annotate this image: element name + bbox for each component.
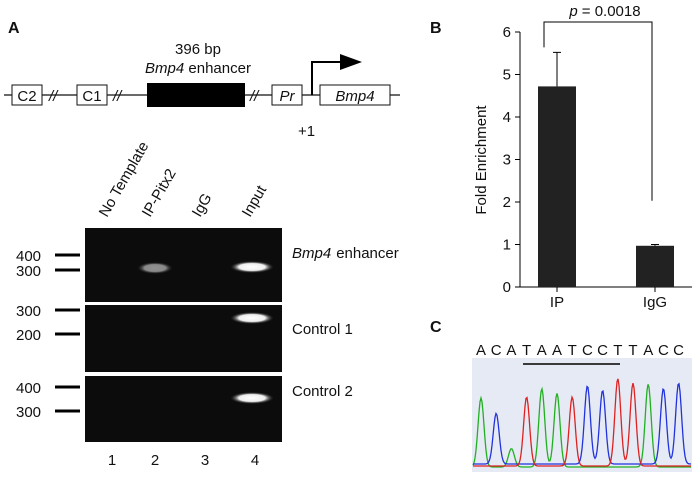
trace xyxy=(473,378,691,467)
bar xyxy=(538,86,576,288)
element-label: C1 xyxy=(82,88,101,105)
break-mark: // xyxy=(48,88,59,105)
gel-name-word: Control 1 xyxy=(292,321,353,338)
break-mark: // xyxy=(112,88,123,105)
base-letter: C xyxy=(491,342,502,359)
gene-name: Bmp4 xyxy=(292,245,331,262)
lane-number: 2 xyxy=(151,452,159,469)
base-letter: C xyxy=(582,342,593,359)
x-tick-label: IP xyxy=(550,294,564,311)
p-value: p = 0.0018 xyxy=(568,3,640,20)
y-tick-label: 4 xyxy=(503,109,511,126)
y-tick-label: 6 xyxy=(503,24,511,41)
panel-label: B xyxy=(430,20,442,37)
enhancer-word: enhancer xyxy=(188,60,251,77)
base-letter: A xyxy=(537,342,547,359)
element-box xyxy=(271,84,303,106)
base-letter: C xyxy=(597,342,608,359)
marker-size: 400 xyxy=(16,380,41,397)
panel-label: C xyxy=(430,319,442,336)
marker-size: 300 xyxy=(16,263,41,280)
element-box xyxy=(11,84,43,106)
gel-name-word: Control 2 xyxy=(292,383,353,400)
base-letter: T xyxy=(628,342,637,359)
gel-band xyxy=(230,392,274,404)
gel-name: Control 1 xyxy=(292,321,353,338)
arrow-head xyxy=(340,54,362,70)
marker-size: 300 xyxy=(16,303,41,320)
y-tick-label: 0 xyxy=(503,279,511,296)
element-box xyxy=(76,84,108,106)
trace xyxy=(473,382,692,465)
marker-size: 300 xyxy=(16,404,41,421)
element-label: Pr xyxy=(280,88,296,105)
significance-bracket xyxy=(543,21,653,201)
break-mark: // xyxy=(249,88,260,105)
enhancer-size: 396 bp xyxy=(175,41,221,58)
x-tick-label: IgG xyxy=(643,294,667,311)
chromatogram xyxy=(472,358,692,472)
base-letter: A xyxy=(476,342,486,359)
element-label: Bmp4 xyxy=(335,88,374,105)
tss-arrow xyxy=(311,61,345,95)
element-box xyxy=(319,84,391,106)
marker-size: 200 xyxy=(16,327,41,344)
gel-band xyxy=(137,262,173,274)
p-symbol: p xyxy=(568,3,577,20)
y-axis-label: Fold Enrichment xyxy=(473,105,490,215)
y-tick-label: 3 xyxy=(503,152,511,169)
y-tick-label: 5 xyxy=(503,67,511,84)
element-label: C2 xyxy=(17,88,36,105)
marker-size: 400 xyxy=(16,248,41,265)
base-letter: A xyxy=(643,342,653,359)
base-letter: C xyxy=(658,342,669,359)
y-tick-label: 2 xyxy=(503,194,511,211)
error-bar xyxy=(553,51,561,87)
error-bar xyxy=(651,244,659,246)
bar xyxy=(636,245,674,287)
base-letter: T xyxy=(568,342,577,359)
gel-band xyxy=(230,312,274,324)
enhancer-label: Bmp4 enhancer xyxy=(145,60,251,77)
trace xyxy=(472,384,691,468)
lane-number: 3 xyxy=(201,452,209,469)
lane-number: 1 xyxy=(108,452,116,469)
base-letter: T xyxy=(522,342,531,359)
base-letter: T xyxy=(613,342,622,359)
gel-name: Control 2 xyxy=(292,383,353,400)
panel-label: A xyxy=(8,20,20,37)
gel-name: Bmp4 enhancer xyxy=(292,245,399,262)
gene-name: Bmp4 xyxy=(145,60,184,77)
base-letter: A xyxy=(552,342,562,359)
y-tick-label: 1 xyxy=(503,237,511,254)
enhancer-box xyxy=(147,83,245,107)
p-text: = 0.0018 xyxy=(582,3,641,20)
base-letter: A xyxy=(506,342,516,359)
gel-name-word: enhancer xyxy=(336,245,399,262)
gel-band xyxy=(230,261,274,273)
lane-number: 4 xyxy=(251,452,259,469)
base-letter: C xyxy=(673,342,684,359)
gel-image xyxy=(85,376,282,442)
tss-label: +1 xyxy=(298,123,315,140)
